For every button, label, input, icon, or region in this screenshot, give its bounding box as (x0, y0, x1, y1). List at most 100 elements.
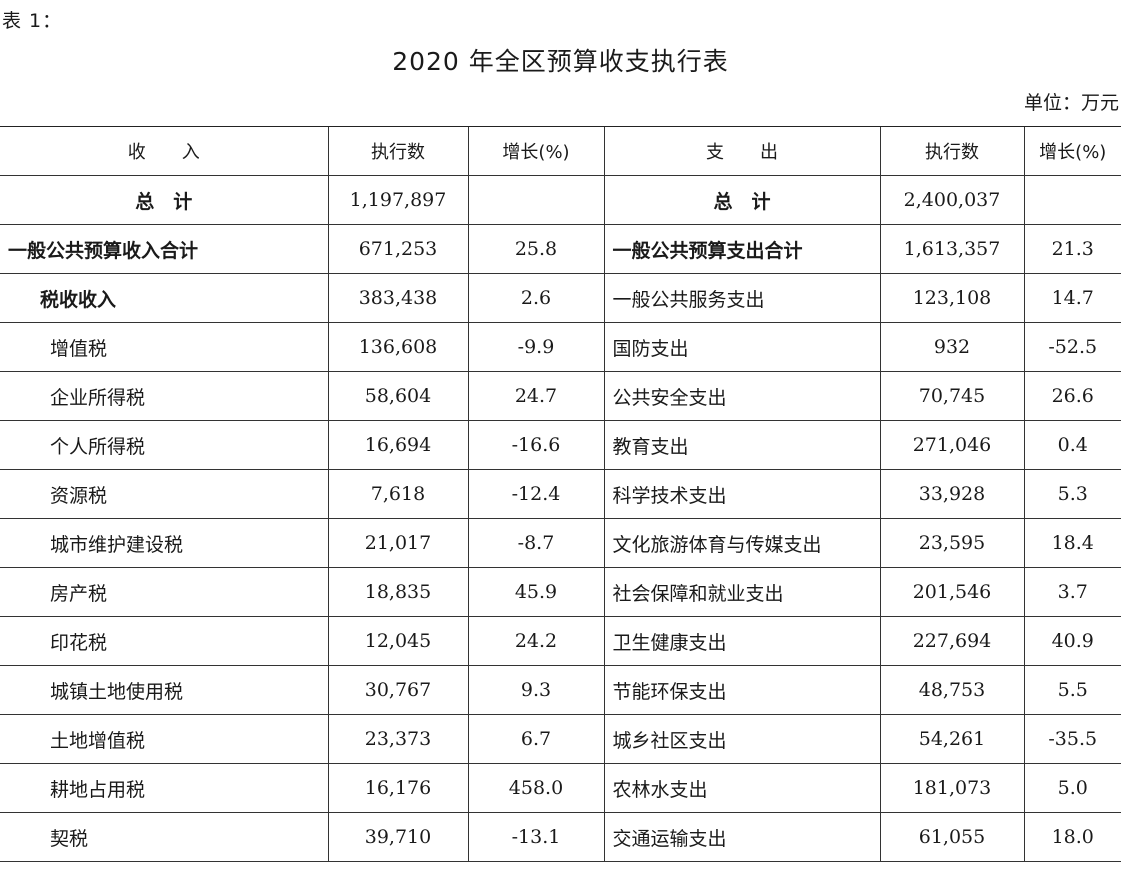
expense-value: 123,108 (879, 273, 1024, 323)
expense-value: 48,753 (879, 665, 1024, 715)
expense-value: 271,046 (879, 420, 1024, 470)
expense-growth: 5.3 (1023, 469, 1121, 519)
income-label: 房产税 (0, 567, 328, 617)
page-title: 2020 年全区预算收支执行表 (392, 47, 729, 76)
income-growth: 9.3 (467, 665, 604, 715)
income-value: 136,608 (327, 322, 468, 372)
table-row: 税收收入 383,438 2.6 一般公共服务支出 123,108 14.7 (0, 273, 1121, 323)
table-row: 土地增值税 23,373 6.7 城乡社区支出 54,261 -35.5 (0, 714, 1121, 764)
income-growth: 24.2 (467, 616, 604, 666)
income-label: 契税 (0, 812, 328, 862)
income-value: 18,835 (327, 567, 468, 617)
income-value: 21,017 (327, 518, 468, 568)
table-row: 房产税 18,835 45.9 社会保障和就业支出 201,546 3.7 (0, 567, 1121, 617)
expense-value: 70,745 (879, 371, 1024, 421)
expense-label: 文化旅游体育与传媒支出 (603, 518, 880, 568)
income-label: 印花税 (0, 616, 328, 666)
income-label: 增值税 (0, 322, 328, 372)
income-value: 16,694 (327, 420, 468, 470)
table-row: 一般公共预算收入合计 671,253 25.8 一般公共预算支出合计 1,613,357… (0, 224, 1121, 274)
expense-growth: 26.6 (1023, 371, 1121, 421)
expense-value: 23,595 (879, 518, 1024, 568)
income-label: 税收收入 (0, 273, 328, 323)
expense-growth: 18.4 (1023, 518, 1121, 568)
income-label: 耕地占用税 (0, 763, 328, 813)
table-row: 个人所得税 16,694 -16.6 教育支出 271,046 0.4 (0, 420, 1121, 470)
expense-label: 国防支出 (603, 322, 880, 372)
income-value: 30,767 (327, 665, 468, 715)
income-value: 12,045 (327, 616, 468, 666)
header-income-growth: 增长(%) (467, 126, 604, 176)
expense-growth: -35.5 (1023, 714, 1121, 764)
expense-value: 1,613,357 (879, 224, 1024, 274)
expense-growth: 40.9 (1023, 616, 1121, 666)
total-expense-growth (1023, 175, 1121, 225)
expense-label: 城乡社区支出 (603, 714, 880, 764)
expense-growth: 18.0 (1023, 812, 1121, 862)
income-growth: 458.0 (467, 763, 604, 813)
income-label: 土地增值税 (0, 714, 328, 764)
income-label: 资源税 (0, 469, 328, 519)
header-expense-growth: 增长(%) (1023, 126, 1121, 176)
total-income-growth (467, 175, 604, 225)
total-expense-value: 2,400,037 (879, 175, 1024, 225)
header-expense: 支 出 (603, 126, 880, 176)
income-growth: 6.7 (467, 714, 604, 764)
total-row: 总 计 1,197,897 总 计 2,400,037 (0, 175, 1121, 225)
table-row: 增值税 136,608 -9.9 国防支出 932 -52.5 (0, 322, 1121, 372)
income-label: 个人所得税 (0, 420, 328, 470)
unit-label: 单位：万元 (1023, 92, 1119, 114)
expense-growth: 21.3 (1023, 224, 1121, 274)
expense-growth: -52.5 (1023, 322, 1121, 372)
table-row: 印花税 12,045 24.2 卫生健康支出 227,694 40.9 (0, 616, 1121, 666)
expense-label: 卫生健康支出 (603, 616, 880, 666)
expense-label: 交通运输支出 (603, 812, 880, 862)
income-growth: 2.6 (467, 273, 604, 323)
table-row: 契税 39,710 -13.1 交通运输支出 61,055 18.0 (0, 812, 1121, 862)
income-label: 城市维护建设税 (0, 518, 328, 568)
expense-value: 227,694 (879, 616, 1024, 666)
table-row: 耕地占用税 16,176 458.0 农林水支出 181,073 5.0 (0, 763, 1121, 813)
expense-label: 节能环保支出 (603, 665, 880, 715)
income-growth: -13.1 (467, 812, 604, 862)
expense-value: 201,546 (879, 567, 1024, 617)
total-expense-label: 总 计 (603, 175, 880, 225)
income-growth: -9.9 (467, 322, 604, 372)
expense-value: 54,261 (879, 714, 1024, 764)
expense-label: 一般公共预算支出合计 (603, 224, 880, 274)
expense-label: 农林水支出 (603, 763, 880, 813)
header-income-value: 执行数 (327, 126, 468, 176)
expense-growth: 3.7 (1023, 567, 1121, 617)
expense-label: 教育支出 (603, 420, 880, 470)
income-growth: -16.6 (467, 420, 604, 470)
header-income: 收 入 (0, 126, 328, 176)
income-value: 58,604 (327, 371, 468, 421)
expense-label: 一般公共服务支出 (603, 273, 880, 323)
table-row: 城市维护建设税 21,017 -8.7 文化旅游体育与传媒支出 23,595 18.4 (0, 518, 1121, 568)
total-income-label: 总 计 (0, 175, 328, 225)
expense-value: 61,055 (879, 812, 1024, 862)
income-label: 企业所得税 (0, 371, 328, 421)
income-value: 23,373 (327, 714, 468, 764)
total-income-value: 1,197,897 (327, 175, 468, 225)
table-row: 资源税 7,618 -12.4 科学技术支出 33,928 5.3 (0, 469, 1121, 519)
header-row: 收 入 执行数 增长(%) 支 出 执行数 增长(%) (0, 126, 1121, 176)
income-growth: -12.4 (467, 469, 604, 519)
expense-growth: 14.7 (1023, 273, 1121, 323)
income-label: 一般公共预算收入合计 (0, 224, 328, 274)
income-growth: -8.7 (467, 518, 604, 568)
expense-value: 932 (879, 322, 1024, 372)
expense-value: 33,928 (879, 469, 1024, 519)
income-value: 16,176 (327, 763, 468, 813)
expense-label: 科学技术支出 (603, 469, 880, 519)
header-expense-value: 执行数 (879, 126, 1024, 176)
table-row: 城镇土地使用税 30,767 9.3 节能环保支出 48,753 5.5 (0, 665, 1121, 715)
expense-value: 181,073 (879, 763, 1024, 813)
income-growth: 25.8 (467, 224, 604, 274)
expense-growth: 0.4 (1023, 420, 1121, 470)
income-growth: 24.7 (467, 371, 604, 421)
table-row: 企业所得税 58,604 24.7 公共安全支出 70,745 26.6 (0, 371, 1121, 421)
expense-growth: 5.0 (1023, 763, 1121, 813)
income-value: 383,438 (327, 273, 468, 323)
income-value: 39,710 (327, 812, 468, 862)
